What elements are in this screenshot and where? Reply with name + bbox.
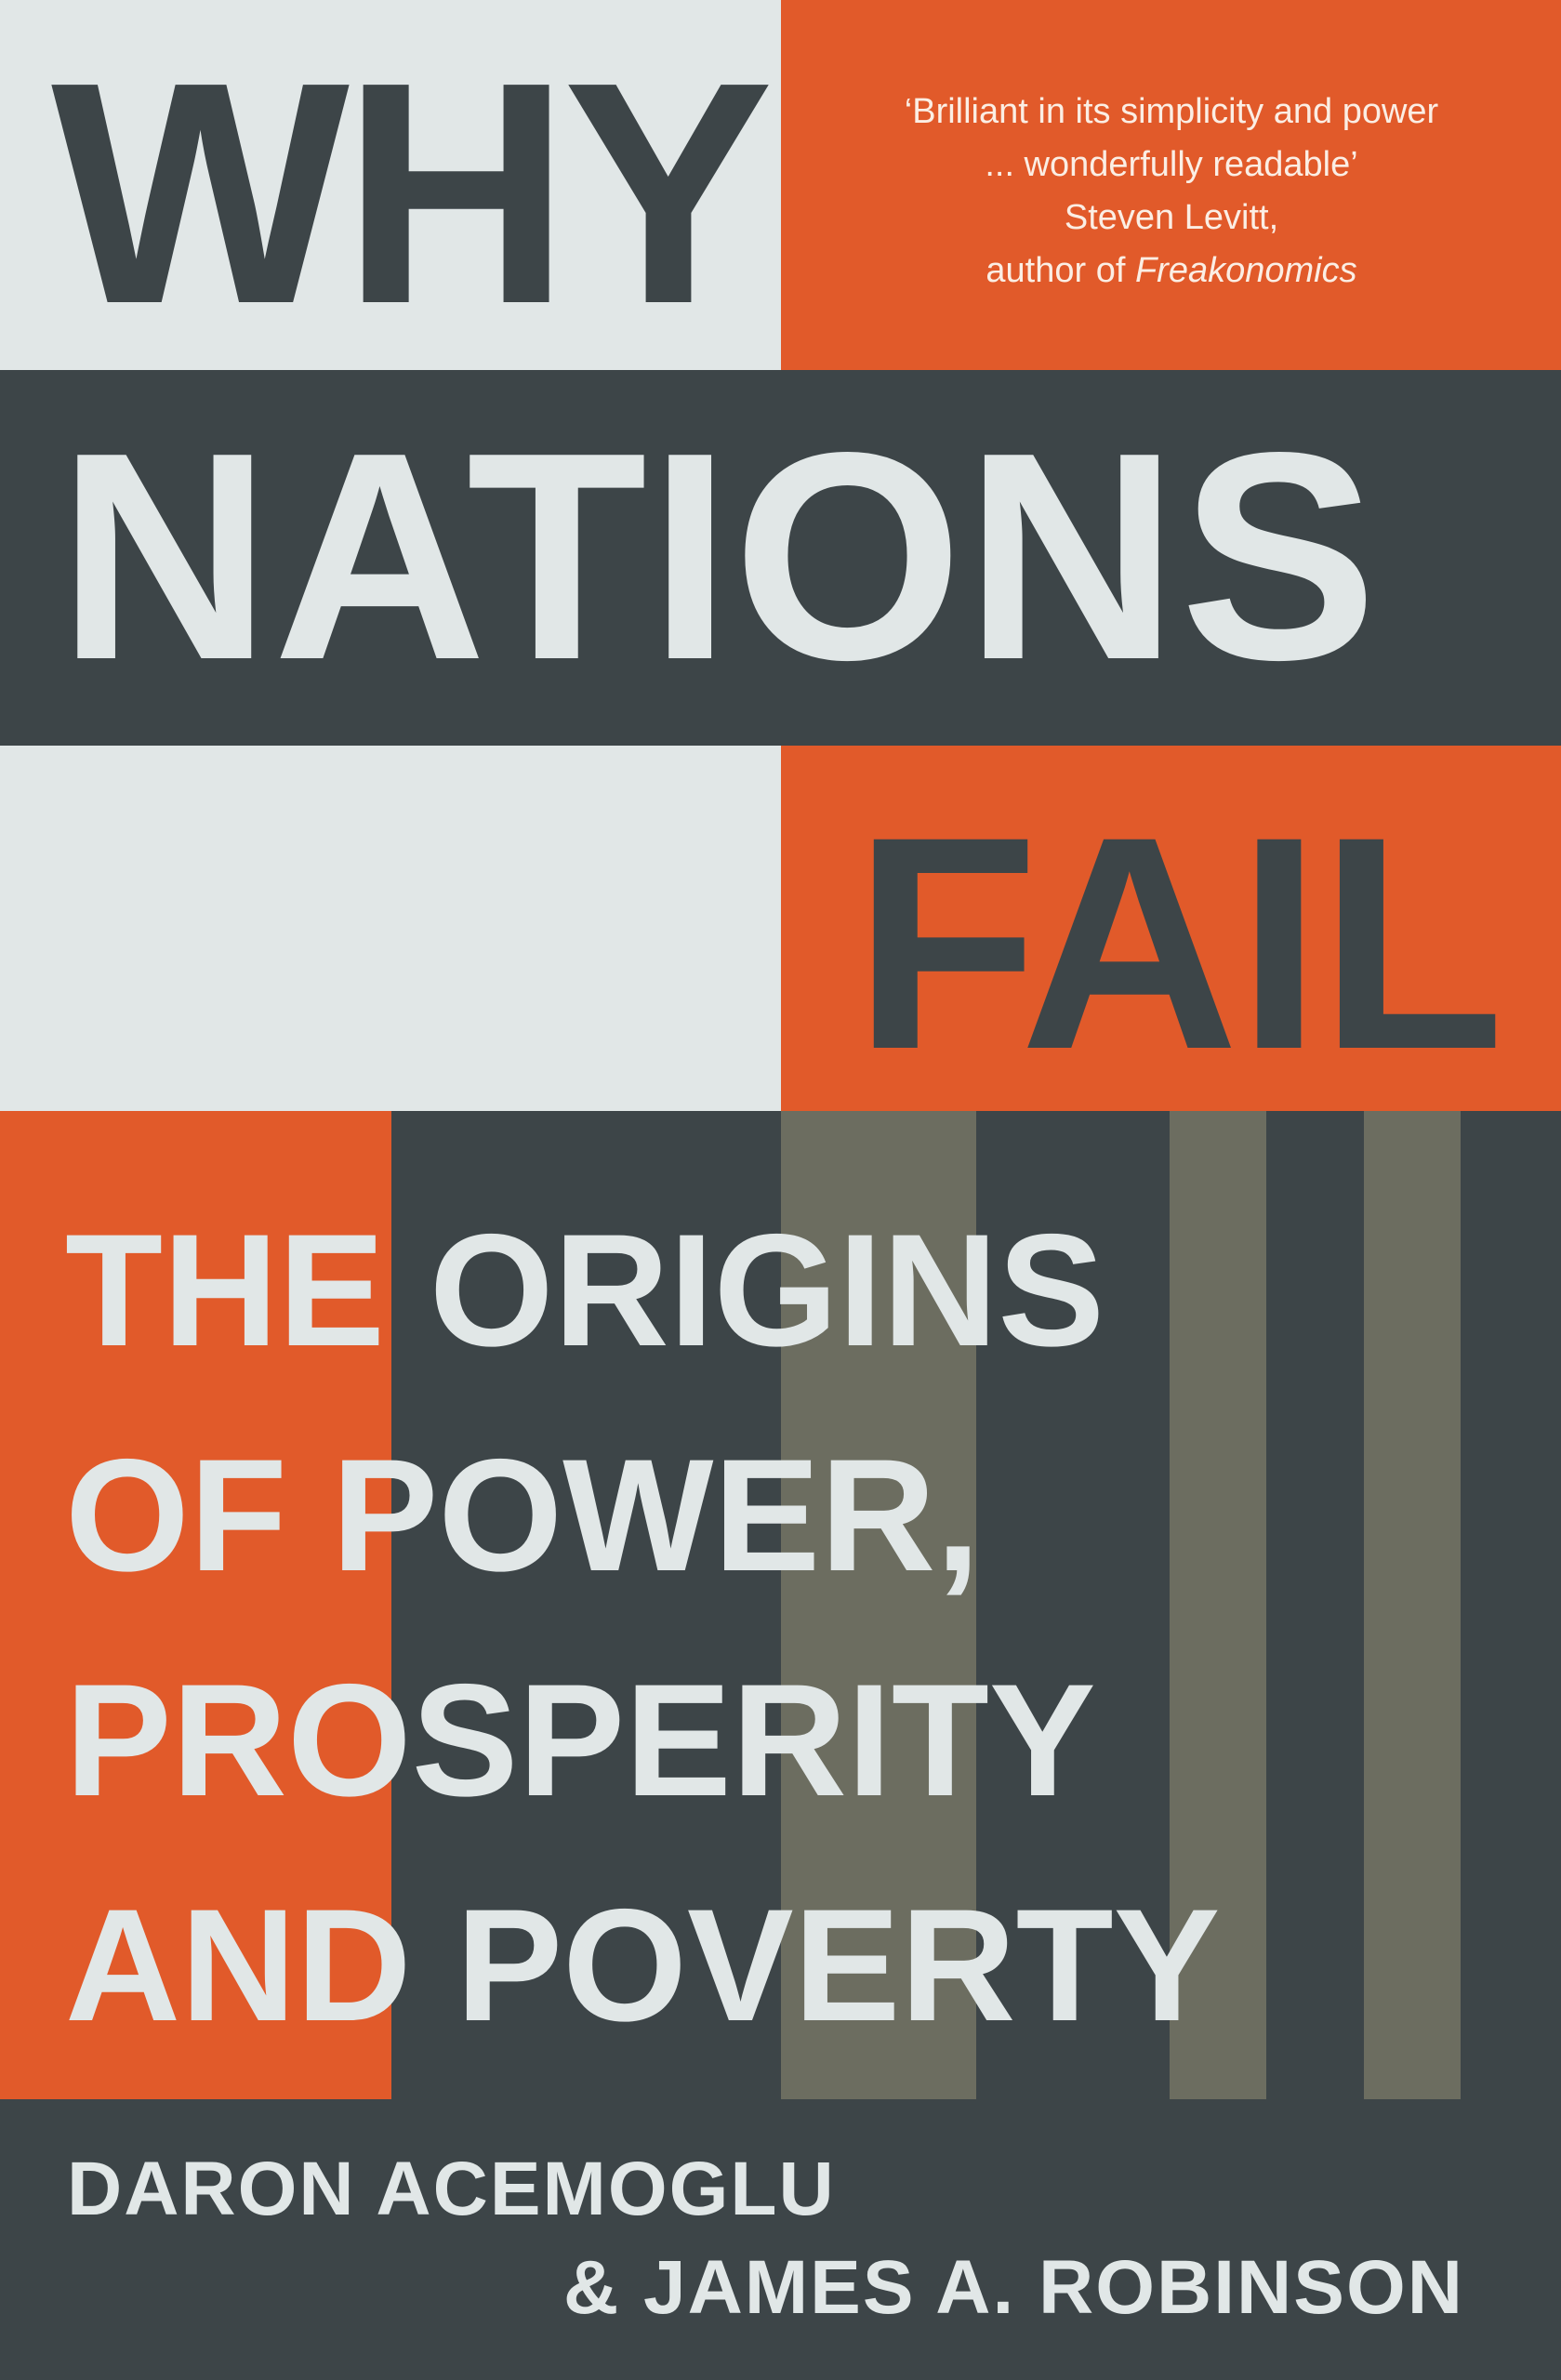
nations-band-dark [0, 370, 1561, 746]
author-band-dark [0, 2099, 1561, 2380]
grey-stripe-middle [1170, 1111, 1266, 2099]
quote-line-1: ‘Brilliant in its simplicity and power [904, 92, 1439, 131]
fail-block-orange [781, 746, 1561, 1111]
cover-quote: ‘Brilliant in its simplicity and power .… [818, 86, 1525, 298]
quote-source: author of Freakonomics [818, 245, 1525, 298]
title-word-why: WHY [51, 17, 774, 370]
quote-block-orange [781, 0, 1561, 370]
subtitle-orange-column [0, 1111, 391, 2099]
author-line-2: & JAMES A. ROBINSON [563, 2245, 1464, 2330]
quote-source-prefix: author of [986, 251, 1135, 290]
quote-line-2: ... wonderfully readable’ [985, 145, 1358, 184]
quote-source-title: Freakonomics [1134, 251, 1357, 290]
subtitle-line-3: PROSPERITY [65, 1651, 1096, 1830]
grey-stripe-right [1364, 1111, 1461, 2099]
title-word-nations: NATIONS [58, 391, 1380, 721]
author-line-1: DARON ACEMOGLU [67, 2147, 836, 2231]
grey-stripe-wide [781, 1111, 976, 2099]
quote-attribution: Steven Levitt, [1064, 198, 1279, 237]
title-block-light [0, 0, 781, 370]
title-word-fail: FAIL [853, 774, 1504, 1113]
subtitle-line-1: THE ORIGINS [65, 1201, 1105, 1380]
subtitle-line-2: OF POWER, [65, 1426, 981, 1605]
subtitle-line-4: AND POVERTY [65, 1876, 1221, 2055]
fail-block-light [0, 746, 781, 1111]
